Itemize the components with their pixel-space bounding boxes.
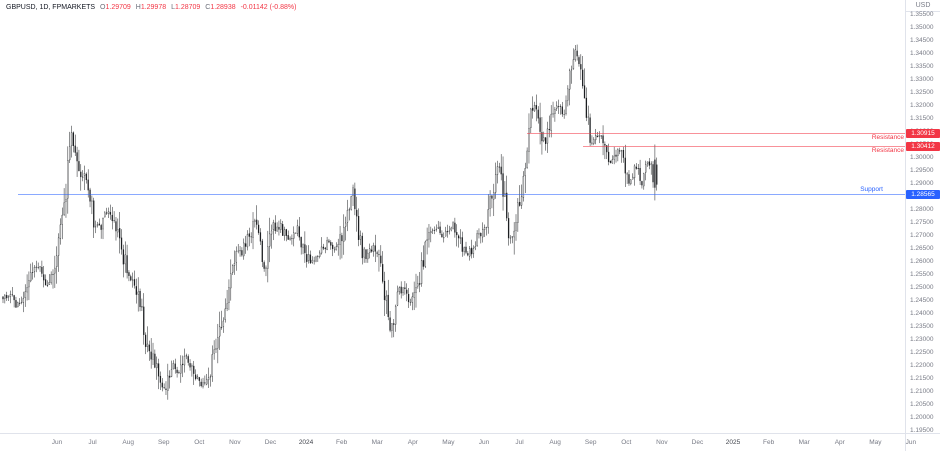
open-value: 1.29709 xyxy=(105,4,131,11)
price-tick-label: 1.27000 xyxy=(910,231,934,239)
time-axis-separator xyxy=(0,433,940,434)
time-tick-label: May xyxy=(442,439,455,446)
time-tick-label: Mar xyxy=(371,439,383,446)
price-tick-label: 1.29000 xyxy=(910,179,934,187)
price-tick-label: 1.32500 xyxy=(910,88,934,96)
support-line[interactable] xyxy=(18,194,905,196)
time-tick-label: Jun xyxy=(905,439,917,446)
price-tick-label: 1.19500 xyxy=(910,426,934,434)
time-tick-label: Aug xyxy=(122,439,134,446)
time-tick-label: Apr xyxy=(834,439,845,446)
price-tick-label: 1.28000 xyxy=(910,205,934,213)
support-label: Support xyxy=(860,186,883,194)
price-tick-label: 1.20000 xyxy=(910,413,934,421)
price-tick-label: 1.22500 xyxy=(910,348,934,356)
price-tick-label: 1.31500 xyxy=(910,114,934,122)
resistance-price-badge[interactable]: 1.30412 xyxy=(906,141,940,151)
price-tick-label: 1.22000 xyxy=(910,361,934,369)
time-tick-label: Jun xyxy=(478,439,490,446)
price-tick-label: 1.21000 xyxy=(910,387,934,395)
time-tick-label: Nov xyxy=(656,439,668,446)
currency-label: USD xyxy=(906,2,940,12)
price-tick-label: 1.26500 xyxy=(910,244,934,252)
high-label: H xyxy=(135,4,141,11)
time-tick-label: Mar xyxy=(798,439,810,446)
price-tick-label: 1.33500 xyxy=(910,62,934,70)
resistance-label: Resistance xyxy=(871,134,904,142)
time-tick-label: May xyxy=(869,439,882,446)
time-tick-label: Jul xyxy=(88,439,97,446)
price-tick-label: 1.20500 xyxy=(910,400,934,408)
time-tick-label: 2024 xyxy=(298,439,314,446)
time-tick-label: 2025 xyxy=(725,439,741,446)
price-tick-label: 1.32000 xyxy=(910,101,934,109)
time-tick-label: Nov xyxy=(229,439,241,446)
price-tick-label: 1.35000 xyxy=(910,23,934,31)
open-label: O xyxy=(100,4,106,11)
price-tick-label: 1.35500 xyxy=(910,10,934,18)
price-tick-label: 1.21500 xyxy=(910,374,934,382)
time-tick-label: Jul xyxy=(515,439,524,446)
price-tick-label: 1.25500 xyxy=(910,270,934,278)
price-tick-label: 1.23500 xyxy=(910,322,934,330)
price-axis-separator xyxy=(905,0,906,451)
time-tick-label: Jun xyxy=(51,439,63,446)
time-tick-label: Oct xyxy=(194,439,205,446)
candlestick-chart-canvas[interactable] xyxy=(0,0,905,433)
close-label: C xyxy=(205,4,211,11)
close-value: 1.28938 xyxy=(210,4,236,11)
time-tick-label: Dec xyxy=(691,439,704,446)
time-tick-label: Apr xyxy=(407,439,418,446)
resistance-label: Resistance xyxy=(871,147,904,155)
price-tick-label: 1.24000 xyxy=(910,309,934,317)
time-tick-label: Aug xyxy=(549,439,561,446)
time-tick-label: Feb xyxy=(762,439,775,446)
chart-legend[interactable]: GBPUSD, 1D, FPMARKETS O1.29709 H1.29978 … xyxy=(6,3,296,12)
resistance-line[interactable] xyxy=(583,146,905,148)
symbol-title[interactable]: GBPUSD, 1D, FPMARKETS xyxy=(6,4,96,11)
price-tick-label: 1.34500 xyxy=(910,36,934,44)
support-price-badge[interactable]: 1.28565 xyxy=(906,189,940,199)
resistance-price-badge[interactable]: 1.30915 xyxy=(906,128,940,138)
time-tick-label: Oct xyxy=(621,439,632,446)
price-tick-label: 1.25000 xyxy=(910,283,934,291)
resistance-line[interactable] xyxy=(527,133,905,135)
price-tick-label: 1.27500 xyxy=(910,218,934,226)
price-tick-label: 1.33000 xyxy=(910,75,934,83)
time-tick-label: Sep xyxy=(157,439,170,446)
price-tick-label: 1.24500 xyxy=(910,296,934,304)
change-value: -0.01142 (-0.88%) xyxy=(240,4,297,11)
price-tick-label: 1.30000 xyxy=(910,153,934,161)
low-value: 1.28709 xyxy=(174,4,201,11)
time-tick-label: Dec xyxy=(264,439,277,446)
price-tick-label: 1.34000 xyxy=(910,49,934,57)
high-value: 1.29978 xyxy=(140,4,167,11)
price-tick-label: 1.26000 xyxy=(910,257,934,265)
time-tick-label: Sep xyxy=(584,439,597,446)
price-tick-label: 1.29500 xyxy=(910,166,934,174)
low-label: L xyxy=(171,4,175,11)
price-tick-label: 1.23000 xyxy=(910,335,934,343)
time-tick-label: Feb xyxy=(336,439,348,446)
